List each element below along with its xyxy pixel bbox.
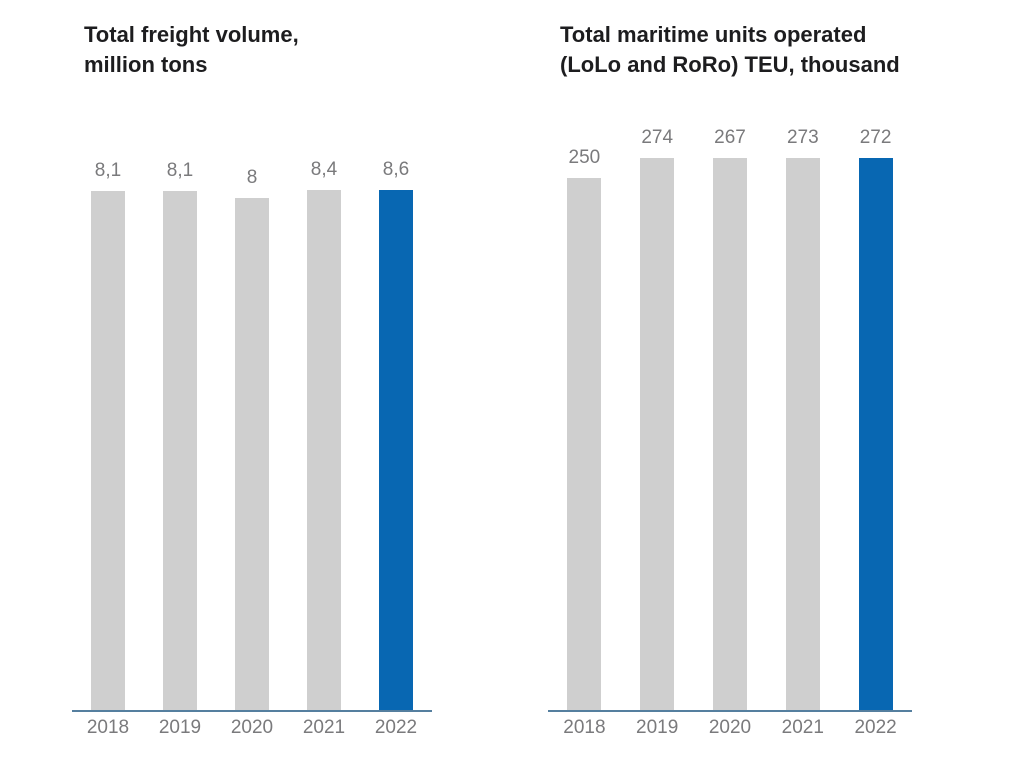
bar-group-2022: 272 xyxy=(839,127,912,711)
bar-group-2021: 8,4 xyxy=(288,159,360,711)
maritime-units-chart: Total maritime units operated (LoLo and … xyxy=(548,20,912,745)
bar-value-label: 250 xyxy=(568,147,601,168)
x-tick-label: 2019 xyxy=(158,717,202,738)
bar-group-2020: 8 xyxy=(216,159,288,711)
bar-2021 xyxy=(785,158,820,711)
x-tick-label: 2021 xyxy=(781,717,824,738)
bar-value-label: 272 xyxy=(859,127,892,148)
freight-volume-chart: Total freight volume, million tons 8,1 8,… xyxy=(72,20,432,745)
plot-area: 250 274 267 273 272 xyxy=(548,127,912,712)
x-tick-label: 2020 xyxy=(230,717,274,738)
x-tick-label: 2020 xyxy=(708,717,752,738)
bar-group-2018: 8,1 xyxy=(72,159,144,711)
x-axis-line xyxy=(548,710,912,712)
bar-group-2020: 267 xyxy=(694,127,767,711)
bar-value-label: 274 xyxy=(641,127,674,148)
bar-2021 xyxy=(307,190,341,711)
x-axis-labels: 2018 2019 2020 2021 2022 xyxy=(72,717,432,739)
bar-value-label: 267 xyxy=(714,127,746,148)
bar-value-label: 8,4 xyxy=(310,159,338,180)
x-tick-label: 2021 xyxy=(302,717,346,738)
bar-2019 xyxy=(640,158,675,711)
bar-group-2022: 8,6 xyxy=(360,159,432,711)
bar-group-2021: 273 xyxy=(766,127,839,711)
x-axis-line xyxy=(72,710,432,712)
x-tick-label: 2018 xyxy=(563,717,606,738)
x-tick-label: 2022 xyxy=(374,717,418,738)
bar-2022 xyxy=(858,158,893,711)
bar-group-2019: 8,1 xyxy=(144,159,216,711)
bar-group-2018: 250 xyxy=(548,127,621,711)
bar-value-label: 8 xyxy=(246,167,258,188)
bars: 8,1 8,1 8 8,4 8,6 xyxy=(72,159,432,711)
bar-2020 xyxy=(712,158,747,711)
chart-title: Total maritime units operated (LoLo and … xyxy=(560,22,900,77)
x-tick-label: 2022 xyxy=(854,717,897,738)
bar-group-2019: 274 xyxy=(621,127,694,711)
bar-value-label: 273 xyxy=(786,127,819,148)
x-tick-label: 2018 xyxy=(86,717,130,738)
bar-value-label: 8,1 xyxy=(94,160,122,181)
bar-2020 xyxy=(235,198,269,711)
bar-2018 xyxy=(567,178,602,711)
bar-2019 xyxy=(163,191,197,711)
bar-value-label: 8,6 xyxy=(382,159,410,180)
x-tick-label: 2019 xyxy=(636,717,679,738)
plot-area: 8,1 8,1 8 8,4 8,6 xyxy=(72,159,432,712)
bar-2018 xyxy=(91,191,125,711)
x-axis-labels: 2018 2019 2020 2021 2022 xyxy=(548,717,912,739)
bar-2022 xyxy=(379,190,413,711)
bars: 250 274 267 273 272 xyxy=(548,127,912,711)
chart-title: Total freight volume, million tons xyxy=(84,22,299,77)
bar-value-label: 8,1 xyxy=(166,160,194,181)
